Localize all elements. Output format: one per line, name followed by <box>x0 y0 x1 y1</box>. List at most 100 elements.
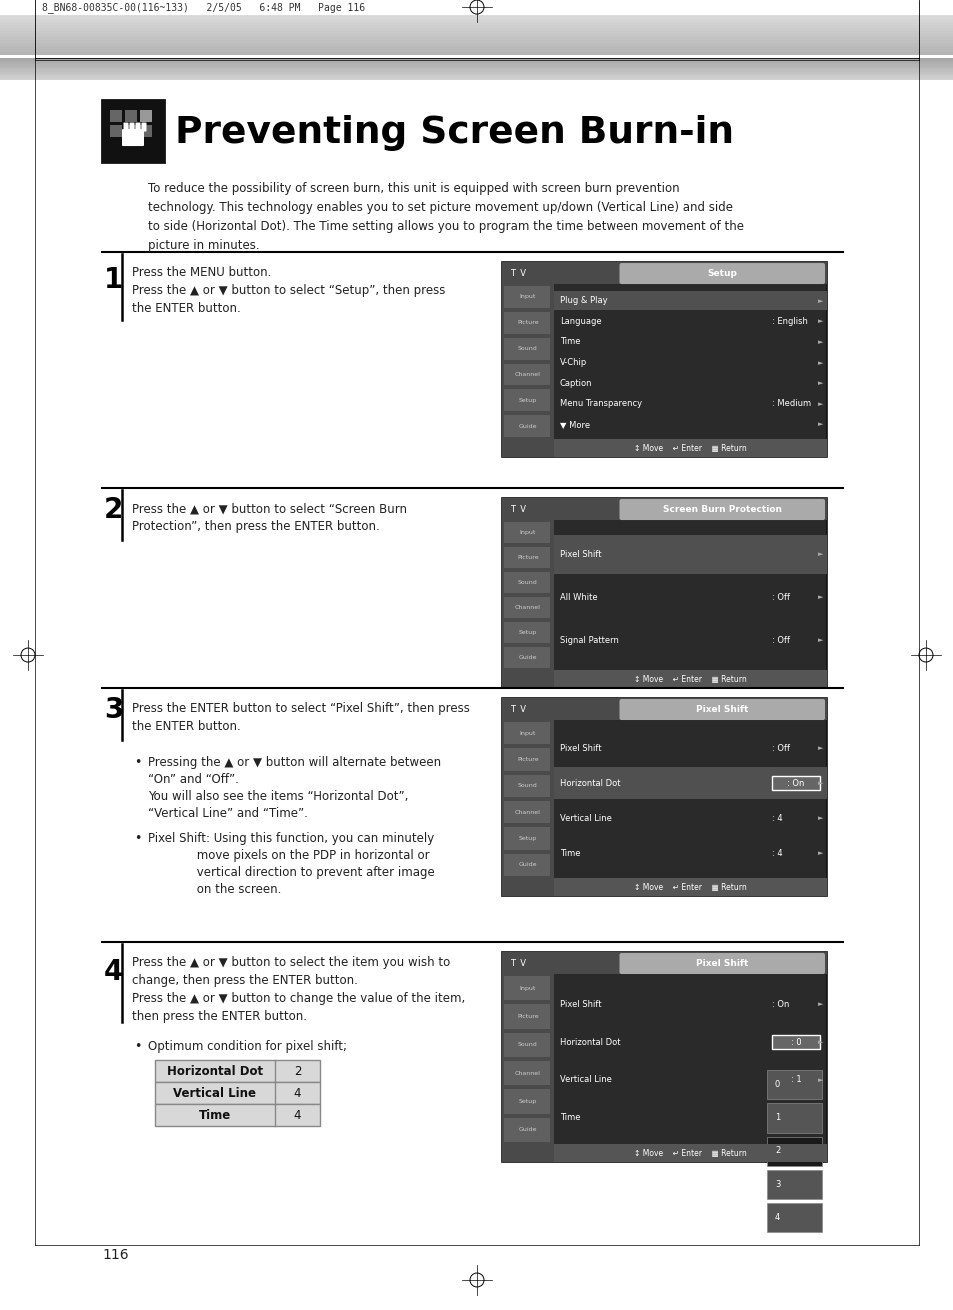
FancyBboxPatch shape <box>501 952 826 975</box>
FancyBboxPatch shape <box>0 25 953 28</box>
Text: All White: All White <box>559 592 597 601</box>
FancyBboxPatch shape <box>0 52 953 55</box>
Text: Picture: Picture <box>517 555 538 561</box>
Text: “On” and “Off”.: “On” and “Off”. <box>148 773 238 786</box>
Text: ►: ► <box>818 359 822 365</box>
Text: •: • <box>133 756 141 769</box>
FancyBboxPatch shape <box>554 1144 826 1162</box>
Text: T  V: T V <box>510 705 525 714</box>
Text: ↕ Move    ↵ Enter    ▦ Return: ↕ Move ↵ Enter ▦ Return <box>634 883 746 892</box>
FancyBboxPatch shape <box>503 622 550 643</box>
Text: 1: 1 <box>774 1114 780 1123</box>
Text: : English: : English <box>771 317 807 326</box>
Text: Horizontal Dot: Horizontal Dot <box>167 1065 263 1078</box>
FancyBboxPatch shape <box>503 312 550 334</box>
Text: Picture: Picture <box>517 321 538 325</box>
FancyBboxPatch shape <box>766 1137 821 1166</box>
Text: Pixel Shift: Pixel Shift <box>696 705 748 714</box>
FancyBboxPatch shape <box>0 28 953 31</box>
FancyBboxPatch shape <box>501 698 826 896</box>
Text: Pixel Shift: Pixel Shift <box>559 1000 601 1009</box>
FancyBboxPatch shape <box>503 286 550 308</box>
Text: 4: 4 <box>774 1213 780 1222</box>
Text: Picture: Picture <box>517 1014 538 1019</box>
Text: : Off: : Off <box>771 592 789 601</box>
Text: to side (Horizontal Dot). The Time setting allows you to program the time betwee: to side (Horizontal Dot). The Time setti… <box>148 220 743 233</box>
FancyBboxPatch shape <box>110 110 122 122</box>
Text: Time: Time <box>559 1114 579 1123</box>
Text: Sound: Sound <box>517 580 537 586</box>
Text: ►: ► <box>818 318 822 325</box>
Text: 1: 1 <box>104 266 123 293</box>
FancyBboxPatch shape <box>110 124 122 138</box>
FancyBboxPatch shape <box>501 698 826 720</box>
Text: ↕ Move    ↵ Enter    ▦ Return: ↕ Move ↵ Enter ▦ Return <box>634 675 746 684</box>
FancyBboxPatch shape <box>503 548 550 569</box>
Text: ►: ► <box>818 552 822 557</box>
FancyBboxPatch shape <box>618 499 824 520</box>
Text: : On: : On <box>786 778 803 787</box>
Text: technology. This technology enables you to set picture movement up/down (Vertica: technology. This technology enables you … <box>148 200 732 214</box>
FancyBboxPatch shape <box>503 828 550 850</box>
Text: ►: ► <box>818 637 822 643</box>
FancyBboxPatch shape <box>0 22 953 25</box>
FancyBboxPatch shape <box>766 1103 821 1133</box>
Text: Channel: Channel <box>515 605 540 610</box>
FancyBboxPatch shape <box>771 777 820 790</box>
Text: 2: 2 <box>104 496 123 524</box>
FancyBboxPatch shape <box>503 774 550 796</box>
FancyBboxPatch shape <box>503 800 550 824</box>
Text: ►: ► <box>818 401 822 407</box>
Text: T  V: T V <box>510 504 525 514</box>
Text: Guide: Guide <box>518 1128 537 1132</box>
Text: ►: ► <box>818 297 822 304</box>
Text: ►: ► <box>818 422 822 427</box>
Text: Sound: Sound <box>517 783 537 789</box>
Text: Time: Time <box>559 338 579 346</box>
Text: Optimum condition for pixel shift;: Optimum condition for pixel shift; <box>148 1040 347 1053</box>
Text: 0: 0 <box>774 1079 780 1089</box>
FancyBboxPatch shape <box>554 768 826 799</box>
Text: 116: 116 <box>102 1248 129 1262</box>
Text: Pixel Shift: Using this function, you can minutely: Pixel Shift: Using this function, you ca… <box>148 832 434 845</box>
FancyBboxPatch shape <box>154 1104 319 1127</box>
Text: Language: Language <box>559 317 601 326</box>
Text: Press the MENU button.: Press the MENU button. <box>132 266 271 279</box>
Text: change, then press the ENTER button.: change, then press the ENTER button. <box>132 975 357 986</box>
Text: Time: Time <box>198 1108 231 1121</box>
FancyBboxPatch shape <box>766 1170 821 1199</box>
Text: Channel: Channel <box>515 810 540 815</box>
FancyBboxPatch shape <box>503 748 550 770</box>
FancyBboxPatch shape <box>501 520 554 688</box>
Text: ►: ► <box>818 815 822 821</box>
Text: ▼ More: ▼ More <box>559 421 590 430</box>
FancyBboxPatch shape <box>503 1117 550 1142</box>
Text: Pressing the ▲ or ▼ button will alternate between: Pressing the ▲ or ▼ button will alternat… <box>148 756 440 769</box>
Text: “Vertical Line” and “Time”.: “Vertical Line” and “Time”. <box>148 807 308 820</box>
FancyBboxPatch shape <box>503 597 550 618</box>
FancyBboxPatch shape <box>766 1070 821 1099</box>
Text: 4: 4 <box>104 958 123 986</box>
Text: Plug & Play: Plug & Play <box>559 296 607 305</box>
Text: picture in minutes.: picture in minutes. <box>148 238 259 252</box>
FancyBboxPatch shape <box>503 1005 550 1028</box>
FancyBboxPatch shape <box>0 34 953 37</box>
Text: ►: ► <box>818 745 822 751</box>
Text: •: • <box>133 1040 141 1053</box>
Text: 3: 3 <box>104 696 123 724</box>
Text: Menu Transparency: Menu Transparency <box>559 400 641 409</box>
Text: 2: 2 <box>294 1065 301 1078</box>
FancyBboxPatch shape <box>0 20 953 22</box>
FancyBboxPatch shape <box>503 338 550 359</box>
Text: Input: Input <box>519 295 536 300</box>
Text: 8_BN68-00835C-00(116~133)   2/5/05   6:48 PM   Page 116: 8_BN68-00835C-00(116~133) 2/5/05 6:48 PM… <box>42 1 365 13</box>
FancyBboxPatch shape <box>503 389 550 411</box>
Text: : 4: : 4 <box>771 814 781 823</box>
FancyBboxPatch shape <box>503 1061 550 1086</box>
Text: Horizontal Dot: Horizontal Dot <box>559 1038 619 1047</box>
FancyBboxPatch shape <box>122 130 144 145</box>
Text: vertical direction to prevent after image: vertical direction to prevent after imag… <box>148 866 435 879</box>
FancyBboxPatch shape <box>554 439 826 457</box>
Text: Caption: Caption <box>559 379 592 388</box>
FancyBboxPatch shape <box>0 46 953 48</box>
